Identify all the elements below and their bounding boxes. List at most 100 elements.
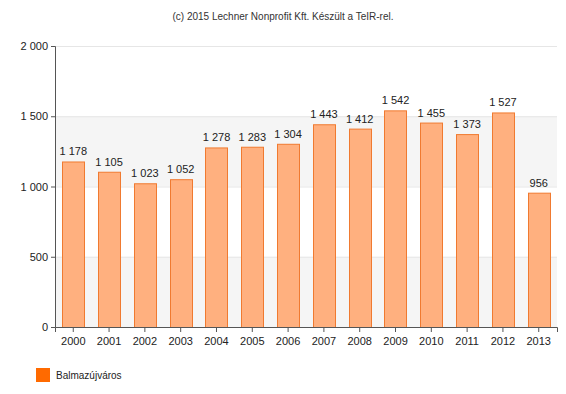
- x-tick: 2008: [347, 327, 371, 347]
- grid-line: [55, 46, 557, 47]
- grid-line: [55, 257, 557, 258]
- chart: (c) 2015 Lechner Nonprofit Kft. Készült …: [0, 0, 566, 394]
- x-axis-line: [56, 328, 558, 333]
- y-tick-mark: [51, 187, 55, 188]
- y-tick: 2 000: [20, 40, 55, 52]
- x-tick-mark: [395, 327, 396, 332]
- bar: [350, 129, 372, 327]
- x-tick: 2009: [383, 327, 407, 347]
- grid-line: [55, 116, 557, 117]
- x-tick: 2001: [97, 327, 121, 347]
- data-label: 1 278: [203, 131, 231, 143]
- x-tick: 2013: [526, 327, 550, 347]
- x-tick-mark: [252, 327, 253, 332]
- data-label: 1 373: [453, 118, 481, 130]
- bar: [206, 148, 228, 327]
- x-tick-mark: [73, 327, 74, 332]
- bar: [278, 144, 300, 327]
- data-label: 1 443: [310, 108, 338, 120]
- x-tick-label: 2008: [347, 335, 371, 347]
- x-tick: 2006: [276, 327, 300, 347]
- x-tick: 2010: [419, 327, 443, 347]
- x-tick: 2003: [168, 327, 192, 347]
- bars: [63, 111, 551, 327]
- bar: [314, 125, 336, 327]
- bar: [99, 172, 121, 327]
- title: (c) 2015 Lechner Nonprofit Kft. Készült …: [172, 11, 393, 22]
- x-tick-mark: [467, 327, 468, 332]
- y-tick-label: 1 000: [20, 181, 48, 193]
- y-tick-label: 0: [42, 321, 48, 333]
- x-tick-label: 2007: [312, 335, 336, 347]
- data-label: 1 304: [274, 128, 302, 140]
- x-tick-mark: [323, 327, 324, 332]
- x-axis: 2000 2001 2002 2003 2004 2005 2006 2007 2008 2009…: [56, 327, 558, 347]
- x-tick-label: 2003: [168, 335, 192, 347]
- x-tick-mark: [144, 327, 145, 332]
- bar: [493, 113, 515, 327]
- x-tick: 2004: [204, 327, 228, 347]
- legend: Balmazújváros: [36, 368, 122, 382]
- x-tick: 2011: [455, 327, 479, 347]
- y-tick: 1 000: [20, 181, 55, 193]
- y-axis-line: [51, 47, 56, 328]
- grid-band: [55, 116, 557, 186]
- y-tick-label: 500: [30, 251, 48, 263]
- x-tick: 2012: [491, 327, 515, 347]
- x-tick-label: 2012: [491, 335, 515, 347]
- data-label: 1 023: [131, 167, 159, 179]
- x-tick-mark: [288, 327, 289, 332]
- legend-label: Balmazújváros: [56, 370, 122, 381]
- data-label: 1 542: [382, 94, 410, 106]
- x-tick: 2000: [61, 327, 85, 347]
- x-tick-mark: [216, 327, 217, 332]
- bar: [242, 147, 264, 327]
- data-label: 1 412: [346, 113, 374, 125]
- x-tick-label: 2006: [276, 335, 300, 347]
- y-tick-label: 1 500: [20, 110, 48, 122]
- x-tick-label: 2011: [455, 335, 479, 347]
- y-tick: 0: [42, 321, 55, 333]
- grid-bands: [55, 116, 557, 327]
- x-tick-mark: [502, 327, 503, 332]
- y-tick-mark: [51, 116, 55, 117]
- legend-swatch: [36, 368, 50, 382]
- data-label: 1 105: [95, 156, 123, 168]
- x-tick: 2002: [133, 327, 157, 347]
- x-tick-label: 2005: [240, 335, 264, 347]
- x-tick-label: 2001: [97, 335, 121, 347]
- data-label: 956: [530, 177, 548, 189]
- bar: [135, 184, 157, 327]
- bar: [457, 135, 479, 327]
- x-tick-label: 2000: [61, 335, 85, 347]
- y-tick-label: 2 000: [20, 40, 48, 52]
- x-tick-mark: [431, 327, 432, 332]
- data-label: 1 178: [59, 145, 87, 157]
- x-tick-mark: [538, 327, 539, 332]
- data-label: 1 527: [489, 96, 517, 108]
- y-tick-mark: [51, 46, 55, 47]
- bar: [421, 123, 443, 327]
- y-tick: 1 500: [20, 110, 55, 122]
- y-axis: 0 500 1 000 1 500 2 000: [20, 40, 55, 333]
- x-tick: 2005: [240, 327, 264, 347]
- x-tick-label: 2004: [204, 335, 228, 347]
- x-tick: 2007: [312, 327, 336, 347]
- data-labels: 1 1781 1051 0231 0521 2781 2831 3041 443…: [59, 94, 547, 188]
- grid: [55, 47, 557, 328]
- bar: [385, 111, 407, 327]
- y-tick: 500: [30, 251, 55, 263]
- bar: [529, 193, 551, 327]
- x-tick-label: 2009: [383, 335, 407, 347]
- y-tick-mark: [51, 327, 55, 328]
- bar: [63, 162, 85, 327]
- x-tick-label: 2013: [526, 335, 550, 347]
- grid-line: [55, 187, 557, 188]
- data-label: 1 052: [167, 163, 195, 175]
- y-tick-mark: [51, 257, 55, 258]
- bar: [171, 180, 193, 327]
- x-tick-mark: [109, 327, 110, 332]
- x-tick-label: 2002: [133, 335, 157, 347]
- x-tick-label: 2010: [419, 335, 443, 347]
- grid-band: [55, 257, 557, 327]
